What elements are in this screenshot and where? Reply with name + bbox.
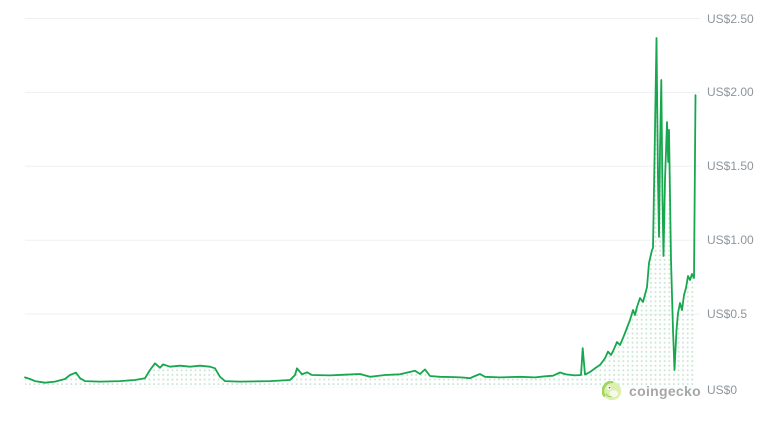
y-axis-label-1.50: US$1.50 (707, 159, 754, 174)
coingecko-watermark[interactable]: coingecko (602, 380, 701, 402)
coingecko-brand-text: coingecko (629, 383, 701, 399)
coingecko-logo-icon (602, 381, 622, 401)
price-line (24, 37, 697, 384)
gridlines (25, 18, 700, 315)
y-axis-label-2.00: US$2.00 (707, 85, 754, 100)
y-axis-label-2.50: US$2.50 (707, 11, 754, 26)
y-axis-label-0.5: US$0.5 (707, 307, 748, 322)
y-axis-label-1.00: US$1.00 (707, 233, 754, 248)
price-area-fill (25, 38, 696, 388)
y-axis-label-0: US$0 (707, 383, 738, 397)
